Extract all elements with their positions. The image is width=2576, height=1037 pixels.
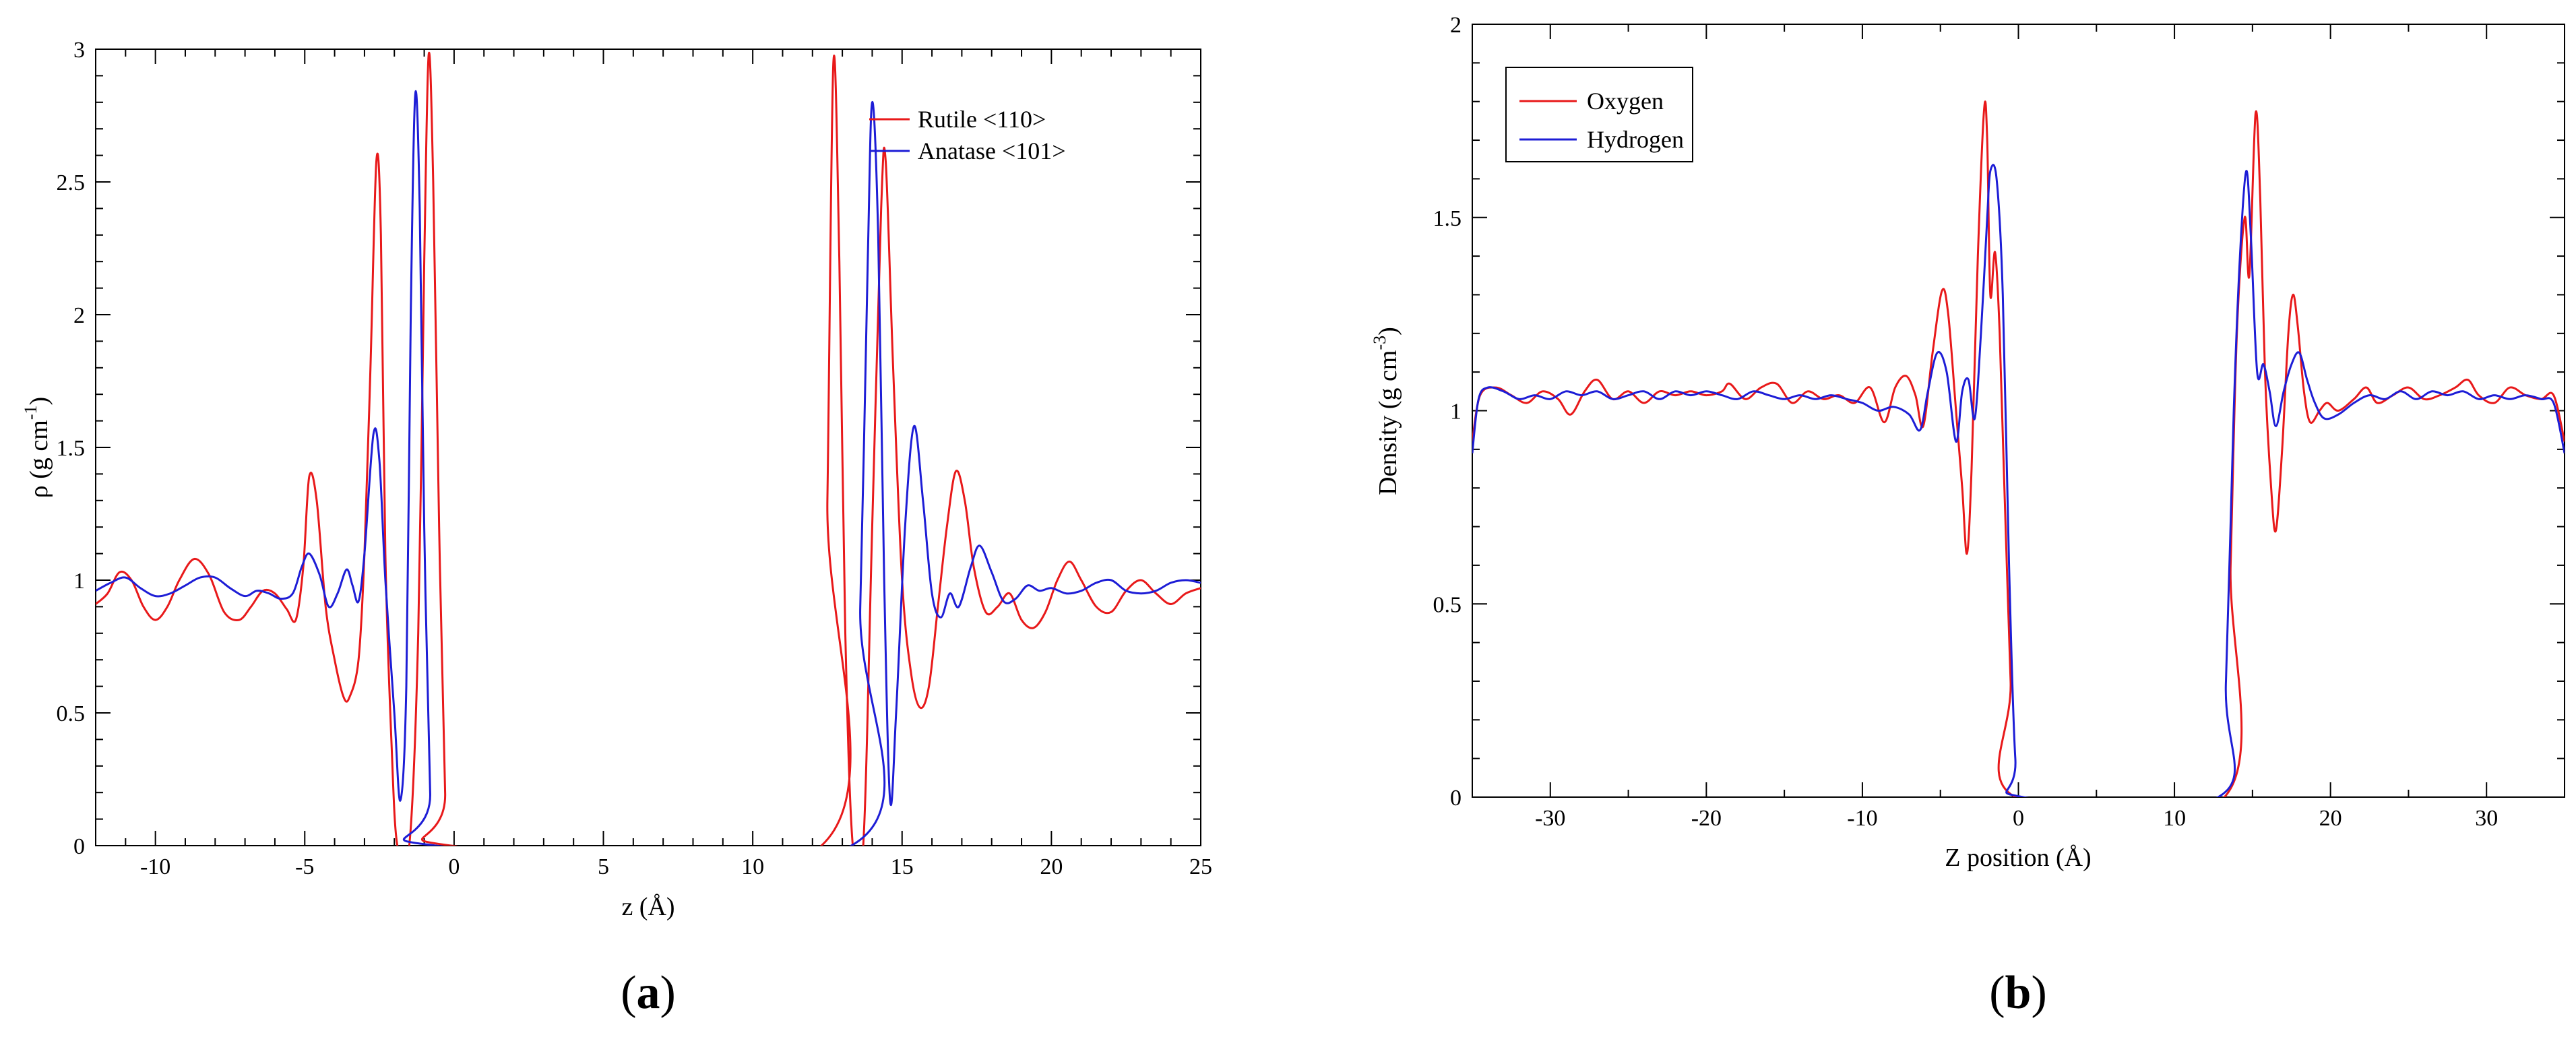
x-tick-label: 20 (1040, 854, 1063, 879)
legend-label-hydrogen: Hydrogen (1587, 126, 1684, 153)
legend-b: Oxygen Hydrogen (1505, 67, 1693, 162)
chart-panel-b: -30 -20 -10 0 10 20 30 0 0.5 1 1.5 2 Z position (Å)… (1370, 13, 2565, 1019)
y-tick-label: 1.5 (57, 436, 86, 461)
y-axis-label-b-sup: -3 (1370, 336, 1389, 350)
panel-label-a: (a) (621, 967, 676, 1019)
legend-box-b (1505, 67, 1693, 162)
y-axis-label-b-main: Density (g cm (1374, 350, 1402, 495)
x-tick-label: 10 (741, 854, 764, 879)
y-axis-label-b-close: ) (1374, 327, 1402, 336)
y-tick-label: 0.5 (1433, 592, 1462, 617)
x-tick-label: -20 (1691, 806, 1722, 831)
y-tick-label: 3 (73, 38, 85, 63)
x-tick-label: 0 (448, 854, 460, 879)
x-tick-label: 5 (598, 854, 609, 879)
series-line-hydrogen (1472, 164, 2565, 797)
plot-frame-a (95, 49, 1201, 846)
y-tick-label: 0.5 (57, 701, 86, 726)
legend-label-oxygen: Oxygen (1587, 88, 1664, 115)
legend-label-rutile: Rutile <110> (918, 106, 1046, 133)
tick-marks-b (1472, 24, 2565, 798)
y-tick-label: 1 (1450, 400, 1462, 425)
series-lines-b (1472, 100, 2565, 797)
y-axis-label-a-main: ρ (g cm (25, 420, 53, 498)
x-tick-label: 0 (2013, 806, 2024, 831)
legend-a: Rutile <110> Anatase <101> (869, 106, 1066, 164)
y-tick-label: 1 (73, 569, 85, 594)
legend-label-anatase: Anatase <101> (918, 137, 1066, 164)
series-line-anatase-101 (96, 90, 1201, 846)
y-axis-label-a: ρ (g cm-1) (21, 397, 53, 498)
x-tick-label: -30 (1535, 806, 1565, 831)
series-line-oxygen (1472, 100, 2565, 797)
x-tick-label: 30 (2475, 806, 2498, 831)
x-axis-label-a: z (Å) (621, 893, 674, 921)
y-tick-label: 2.5 (57, 170, 86, 195)
x-tick-label: 25 (1189, 854, 1212, 879)
series-lines-a (96, 51, 1201, 846)
series-line-rutile-110 (96, 51, 1201, 846)
y-tick-label: 2 (73, 303, 85, 328)
y-tick-label: 1.5 (1433, 206, 1462, 231)
x-tick-label: 15 (891, 854, 914, 879)
x-tick-label: -10 (1847, 806, 1877, 831)
x-tick-label: -10 (140, 854, 170, 879)
x-axis-label-b: Z position (Å) (1945, 844, 2091, 872)
x-tick-label: 10 (2163, 806, 2186, 831)
y-tick-label: 0 (1450, 786, 1462, 811)
y-tick-label: 0 (73, 834, 85, 859)
y-tick-label: 2 (1450, 13, 1462, 38)
x-tick-label: -5 (295, 854, 314, 879)
tick-labels-b: -30 -20 -10 0 10 20 30 0 0.5 1 1.5 2 (1433, 13, 2499, 831)
tick-labels-a: -10 -5 0 5 10 15 20 25 0 0.5 1 1.5 2 2.5 3 (57, 38, 1213, 879)
panel-label-b: (b) (1989, 967, 2047, 1019)
y-axis-label-a-close: ) (25, 397, 53, 406)
x-tick-label: 20 (2319, 806, 2342, 831)
tick-marks-a (95, 49, 1201, 846)
y-axis-label-b: Density (g cm-3) (1370, 327, 1402, 495)
chart-panel-a: -10 -5 0 5 10 15 20 25 0 0.5 1 1.5 2 2.5 3 z (Å) ρ (g … (21, 38, 1212, 1019)
y-axis-label-a-sup: -1 (21, 405, 40, 420)
